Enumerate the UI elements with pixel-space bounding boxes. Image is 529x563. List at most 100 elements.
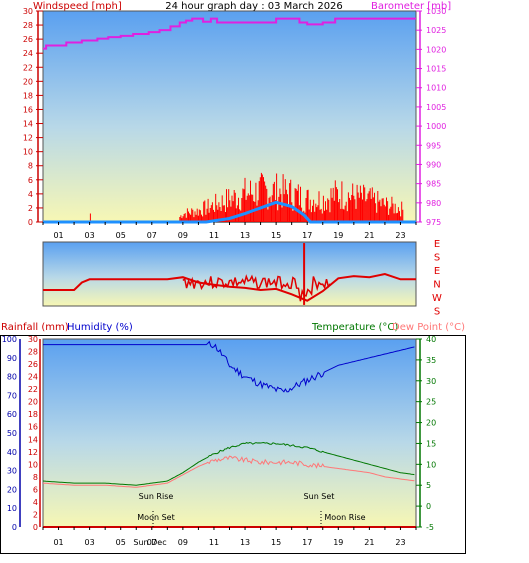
wind-direction-jitter [182,274,331,302]
wind-direction-plot-area [42,241,417,307]
hour-tick-label: 09 [178,538,188,547]
barometer-tick-label: 1010 [426,84,446,93]
hour-tick-label: 13 [240,538,250,547]
barometer-tick-label: 1025 [426,26,446,35]
windspeed-tick-label: 4 [28,190,33,199]
wind-barometer-series [43,17,416,224]
barometer-axis-label: Barometer [mb] [371,1,451,12]
humidity-tick-label: 0 [12,523,17,532]
rainfall-tick-label: 16 [28,423,38,432]
top-hour-axis: 01 03 05 07 09 11 13 15 17 19 21 23 [42,222,417,240]
windspeed-tick-label: 2 [28,204,33,213]
hour-tick-label: 05 [116,231,126,240]
barometer-axis: 975 980 985 990 995 1000 1005 1010 1015 1020 1025 1… [416,7,446,227]
hour-tick-label: 23 [395,231,405,240]
hour-tick-label: 17 [302,231,312,240]
rainfall-tick-label: 8 [33,473,38,482]
direction-label: E [434,239,440,250]
direction-label: W [432,293,442,304]
humidity-line [43,340,415,393]
barometer-tick-label: 1005 [426,103,446,112]
temperature-axis-label: Temperature (°C) [311,322,398,333]
humidity-temp-plot-area [42,338,417,528]
direction-label: S [434,307,440,318]
moon-set-label: Moon Set [137,513,174,522]
direction-label: E [434,266,440,277]
humidity-tick-label: 90 [7,354,17,363]
hour-tick-label: 01 [53,231,63,240]
temperature-tick-label: 30 [426,377,436,386]
hour-tick-label: 05 [116,538,126,547]
windspeed-tick-label: 28 [23,21,33,30]
hour-tick-label: 11 [209,538,219,547]
temperature-tick-label: 20 [426,419,436,428]
moon-rise-label: Moon Rise [324,513,365,522]
bottom-hour-axis: 01 03 05 07 09 11 13 15 17 19 21 23 [42,527,417,547]
barometer-tick-label: 1030 [426,7,446,16]
temperature-tick-label: -5 [426,523,434,532]
windspeed-tick-label: 0 [28,218,33,227]
windspeed-tick-label: 30 [23,7,33,16]
hour-tick-label: 03 [85,231,95,240]
temperature-tick-label: 25 [426,398,436,407]
wind-direction-series [43,243,416,305]
dewpoint-axis-label: Dew Point (°C) [392,322,465,333]
rainfall-tick-label: 0 [33,523,38,532]
windspeed-tick-label: 20 [23,77,33,86]
barometer-tick-label: 1015 [426,65,446,74]
wind-barometer-plot-area [42,10,417,223]
windspeed-tick-label: 6 [28,176,33,185]
temperature-tick-label: 0 [426,502,431,511]
rainfall-tick-label: 22 [28,385,38,394]
graph-title: 24 hour graph day : 03 March 2026 [165,1,343,12]
rainfall-tick-label: 12 [28,448,38,457]
rainfall-tick-label: 24 [28,373,38,382]
barometer-tick-label: 995 [426,141,441,150]
hour-tick-label: 07 [147,231,157,240]
humidity-tick-label: 30 [7,467,17,476]
temperature-tick-label: 5 [426,481,431,490]
barometer-tick-label: 1020 [426,45,446,54]
humidity-axis-label: Humidity (%) [67,322,133,333]
rainfall-tick-label: 28 [28,348,38,357]
barometer-tick-label: 975 [426,218,441,227]
hour-tick-label: 15 [271,538,281,547]
rainfall-tick-label: 30 [28,335,38,344]
hour-tick-label: 07 [147,538,157,547]
barometer-tick-label: 990 [426,160,441,169]
hour-tick-label: 13 [240,231,250,240]
humidity-tick-label: 60 [7,410,17,419]
rainfall-tick-label: 26 [28,360,38,369]
wind-average-line [43,200,416,224]
hour-tick-label: 21 [364,231,374,240]
humidity-tick-label: 100 [2,335,17,344]
humidity-tick-label: 10 [7,504,17,513]
windspeed-tick-label: 16 [23,105,33,114]
hour-tick-label: 03 [85,538,95,547]
windspeed-tick-label: 24 [23,49,33,58]
dewpoint-line [42,455,415,488]
rainfall-tick-label: 18 [28,410,38,419]
sun-set-label: Sun Set [304,492,335,501]
hour-tick-label: 09 [178,231,188,240]
barometer-line [43,17,416,50]
hour-tick-label: 23 [395,538,405,547]
rainfall-tick-label: 10 [28,460,38,469]
temperature-tick-label: 10 [426,460,436,469]
hour-tick-label: 17 [302,538,312,547]
rainfall-tick-label: 4 [33,498,38,507]
windspeed-tick-label: 10 [23,148,33,157]
windspeed-tick-label: 26 [23,35,33,44]
humidity-tick-label: 50 [7,429,17,438]
hour-tick-label: 21 [364,538,374,547]
hour-tick-label: 01 [53,538,63,547]
rainfall-tick-label: 20 [28,398,38,407]
barometer-tick-label: 1000 [426,122,446,131]
temperature-tick-label: 35 [426,356,436,365]
windspeed-tick-label: 12 [23,134,33,143]
windspeed-tick-label: 22 [23,63,33,72]
